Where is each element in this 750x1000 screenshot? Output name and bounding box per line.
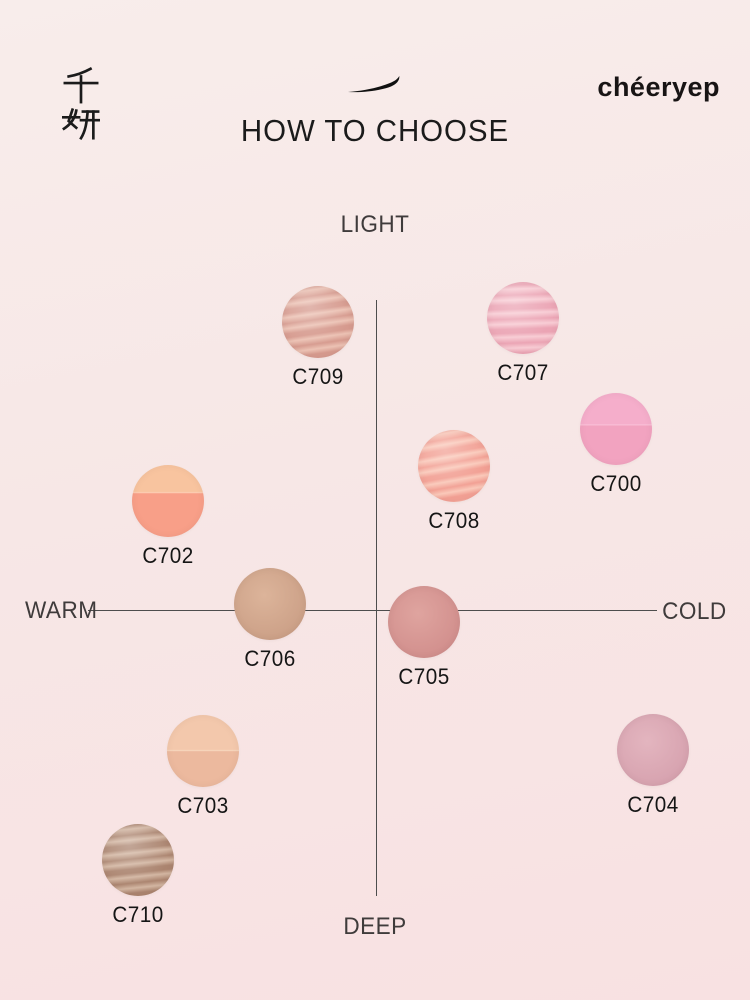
axis-label-light: LIGHT [340,211,410,238]
shade-swatch-c700 [580,393,652,465]
shade-label-c706: C706 [244,646,296,671]
shade-swatch-c705 [388,586,460,658]
axis-label-cold: COLD [662,598,727,625]
shade-label-c707: C707 [497,360,549,385]
shade-swatch-c704 [617,714,689,786]
brand-logo-english: chéeryep [597,72,720,102]
shade-swatch-c703 [167,715,239,787]
page-title: HOW TO CHOOSE [240,113,510,148]
chinese-characters-qian-yan-icon [61,67,101,141]
shade-swatch-c710 [102,824,174,896]
shade-label-c710: C710 [112,902,164,927]
shade-swatch-c706 [234,568,306,640]
shade-label-c700: C700 [590,471,642,496]
brush-stroke-dash-icon [348,76,400,93]
horizontal-axis-line [88,610,657,611]
vertical-axis-line [376,300,377,896]
shade-swatch-c708 [418,430,490,502]
axis-label-warm: WARM [25,597,98,624]
shade-swatch-c702 [132,465,204,537]
brand-logo-chinese [61,66,101,142]
shade-swatch-c709 [282,286,354,358]
shade-swatch-c707 [487,282,559,354]
shade-label-c704: C704 [627,792,679,817]
axis-label-deep: DEEP [343,913,407,940]
shade-label-c703: C703 [177,793,229,818]
shade-label-c709: C709 [292,364,344,389]
shade-label-c702: C702 [142,543,194,568]
shade-label-c705: C705 [398,664,450,689]
shade-label-c708: C708 [428,508,480,533]
